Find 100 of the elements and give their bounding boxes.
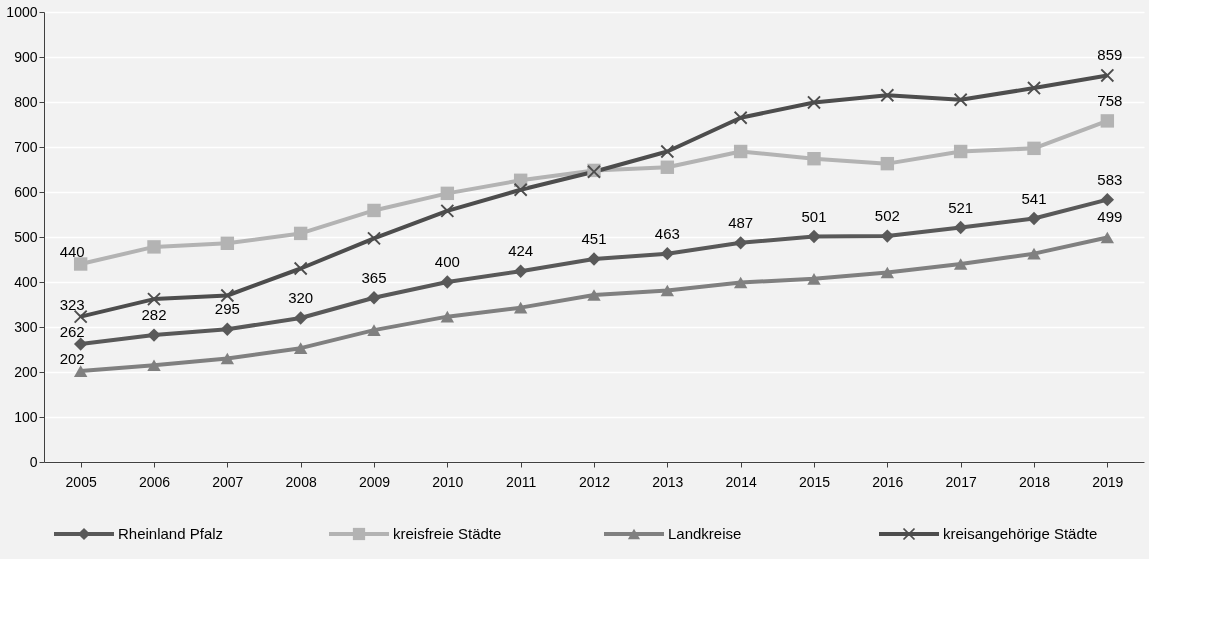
legend-label: kreisfreie Städte bbox=[393, 525, 502, 542]
data-label: 859 bbox=[1097, 46, 1123, 64]
data-label: 323 bbox=[59, 295, 85, 313]
point bbox=[807, 151, 821, 166]
y-tick-label: 900 bbox=[14, 48, 38, 65]
data-label: 451 bbox=[581, 230, 607, 248]
point bbox=[73, 365, 88, 377]
y-tick-label: 400 bbox=[14, 273, 38, 290]
data-label: 502 bbox=[874, 207, 900, 225]
data-label: 487 bbox=[728, 213, 754, 231]
x-tick-label: 2018 bbox=[1018, 473, 1051, 490]
x-tick-label: 2017 bbox=[945, 473, 977, 490]
point bbox=[1027, 81, 1041, 95]
point bbox=[733, 276, 748, 289]
point bbox=[73, 337, 88, 351]
x-tick-label: 2007 bbox=[212, 473, 244, 490]
data-label: 501 bbox=[801, 207, 827, 225]
x-tick-label: 2013 bbox=[652, 473, 684, 490]
data-label: 499 bbox=[1097, 208, 1123, 226]
point bbox=[587, 289, 601, 301]
y-tick-label: 200 bbox=[14, 363, 38, 380]
data-label: 758 bbox=[1097, 91, 1123, 109]
x-tick-label: 2015 bbox=[798, 473, 831, 490]
point bbox=[733, 111, 748, 125]
point bbox=[1100, 231, 1115, 244]
point bbox=[660, 284, 675, 297]
point bbox=[880, 156, 895, 171]
point bbox=[1027, 141, 1041, 156]
x-tick-label: 2005 bbox=[65, 473, 97, 490]
point bbox=[293, 342, 308, 354]
data-label: 400 bbox=[434, 253, 460, 270]
point bbox=[513, 264, 528, 278]
data-label: 521 bbox=[948, 198, 974, 216]
data-label: 541 bbox=[1021, 189, 1047, 207]
data-label: 282 bbox=[141, 306, 167, 324]
y-tick-label: 800 bbox=[14, 93, 38, 110]
point bbox=[147, 292, 161, 306]
data-label: 583 bbox=[1097, 170, 1123, 188]
data-label: 320 bbox=[288, 289, 314, 306]
x-tick-label: 2012 bbox=[578, 473, 611, 490]
point bbox=[1100, 192, 1115, 207]
point bbox=[660, 144, 675, 159]
point bbox=[147, 328, 161, 342]
point bbox=[293, 261, 308, 276]
point bbox=[1100, 114, 1115, 128]
x-tick-label: 2010 bbox=[432, 473, 464, 490]
point bbox=[147, 240, 161, 254]
data-label: 424 bbox=[508, 242, 534, 260]
point bbox=[880, 229, 895, 243]
point bbox=[220, 236, 235, 251]
point bbox=[367, 324, 381, 336]
point bbox=[440, 204, 455, 218]
point bbox=[953, 258, 968, 270]
point bbox=[807, 229, 821, 244]
point bbox=[293, 311, 308, 325]
data-label: 440 bbox=[59, 243, 85, 260]
data-label: 463 bbox=[654, 224, 680, 242]
point bbox=[587, 252, 601, 266]
y-tick-label: 600 bbox=[14, 183, 38, 200]
point bbox=[220, 322, 235, 336]
point bbox=[953, 220, 968, 235]
x-tick-label: 2019 bbox=[1092, 473, 1124, 490]
point bbox=[367, 203, 381, 218]
y-tick-label: 100 bbox=[14, 408, 38, 425]
point bbox=[733, 236, 748, 250]
point bbox=[220, 288, 235, 303]
point bbox=[660, 160, 675, 174]
x-tick-label: 2016 bbox=[872, 473, 904, 490]
y-tick-label: 300 bbox=[14, 318, 38, 335]
point bbox=[513, 301, 528, 314]
legend-label: kreisangehörige Städte bbox=[943, 525, 1098, 542]
y-tick-label: 700 bbox=[14, 138, 38, 155]
point bbox=[880, 88, 895, 102]
point bbox=[147, 359, 161, 372]
point bbox=[440, 310, 455, 323]
y-tick-label: 1000 bbox=[6, 3, 38, 20]
x-tick-label: 2006 bbox=[138, 473, 171, 490]
y-tick-label: 0 bbox=[29, 453, 38, 470]
point bbox=[367, 291, 381, 305]
point bbox=[73, 257, 88, 271]
data-label: 295 bbox=[214, 300, 240, 318]
point bbox=[880, 266, 895, 279]
point bbox=[440, 186, 455, 201]
x-tick-label: 2009 bbox=[358, 473, 391, 490]
legend-label: Rheinland Pfalz bbox=[118, 525, 224, 542]
point bbox=[953, 93, 968, 107]
point bbox=[1100, 68, 1115, 83]
point bbox=[293, 226, 308, 241]
point bbox=[733, 144, 748, 159]
point bbox=[660, 246, 675, 261]
point bbox=[1027, 247, 1041, 260]
data-label: 365 bbox=[361, 268, 387, 286]
point bbox=[513, 183, 528, 197]
point bbox=[73, 309, 88, 324]
x-tick-label: 2011 bbox=[506, 473, 537, 490]
x-tick-label: 2008 bbox=[285, 473, 317, 490]
point bbox=[220, 352, 235, 365]
data-label: 262 bbox=[59, 323, 85, 341]
point bbox=[953, 144, 968, 159]
point bbox=[440, 275, 455, 289]
